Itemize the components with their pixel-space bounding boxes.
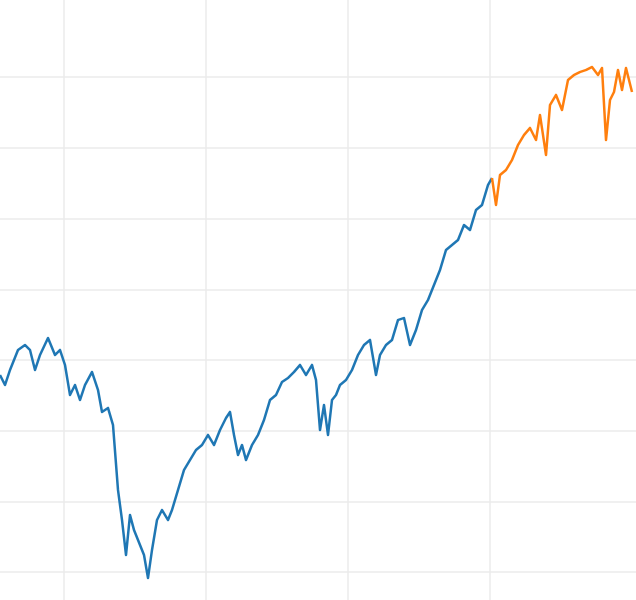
line-trace [0, 177, 494, 580]
line-trace [490, 65, 634, 207]
